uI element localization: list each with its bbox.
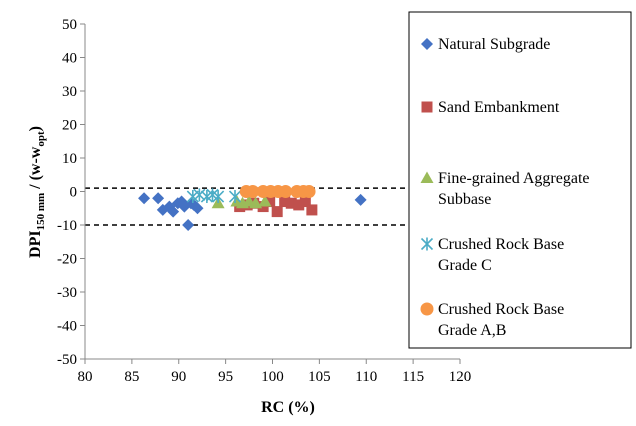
legend-marker	[420, 237, 434, 251]
legend-marker	[421, 101, 433, 113]
data-point	[228, 190, 242, 204]
x-tick-label: 95	[218, 369, 233, 385]
legend-label: Sand Embankment	[438, 99, 560, 116]
y-axis-title: DPI150 mm / (w-wopt)	[27, 126, 47, 258]
x-tick-label: 80	[78, 369, 93, 385]
y-axis-title-suffix-sub: opt	[35, 131, 47, 147]
y-tick-label: 10	[62, 151, 77, 167]
y-tick-label: 40	[62, 51, 77, 67]
legend-label: Grade C	[438, 257, 492, 274]
legend-label: Crushed Rock Base	[438, 301, 564, 318]
y-axis-title-sub: 150 mm	[35, 193, 47, 231]
legend-marker	[420, 302, 434, 316]
x-tick-label: 100	[261, 369, 284, 385]
data-point	[279, 185, 293, 198]
data-point	[285, 197, 297, 209]
y-tick-label: -30	[57, 285, 77, 301]
y-tick-label: 30	[62, 84, 77, 100]
legend: Natural Subgrade Sand Embankment Fine-grai…	[408, 11, 632, 349]
data-point	[271, 206, 283, 218]
data-point	[258, 195, 272, 207]
y-tick-label: 0	[70, 185, 78, 201]
x-tick-label: 85	[124, 369, 139, 385]
axes	[80, 23, 461, 364]
data-point	[354, 193, 367, 206]
y-tick-label: -50	[57, 352, 77, 368]
y-axis-title-suffix: / (w-w	[27, 146, 44, 193]
y-tick-labels: 50 40 30 20 10 0 -10 -20 -30 -40 -50	[57, 17, 77, 368]
x-tick-labels: 80 85 90 95 100 105 110 115 120	[78, 369, 472, 385]
data-point	[302, 185, 316, 198]
series-3	[186, 188, 242, 204]
data-point	[138, 192, 151, 205]
series-0	[138, 192, 367, 231]
y-tick-label: -40	[57, 319, 77, 335]
y-tick-label: -10	[57, 218, 77, 234]
y-tick-label: 20	[62, 118, 77, 134]
legend-label: Natural Subgrade	[438, 36, 550, 53]
legend-label: Grade A,B	[438, 322, 506, 339]
y-axis-title-main: DPI	[27, 230, 44, 258]
data-point	[182, 219, 195, 231]
x-axis-title: RC (%)	[261, 399, 315, 416]
legend-marker	[421, 38, 433, 50]
data-point	[193, 188, 206, 202]
data-point	[152, 192, 165, 205]
data-point	[212, 190, 225, 204]
legend-label: Subbase	[438, 191, 491, 208]
legend-label: Crushed Rock Base	[438, 236, 564, 253]
x-tick-label: 120	[449, 369, 472, 385]
series-4	[239, 185, 316, 198]
data-point	[279, 196, 291, 208]
data-point	[167, 205, 180, 218]
x-tick-label: 105	[308, 369, 331, 385]
data-points	[138, 185, 367, 231]
legend-marker	[420, 171, 434, 183]
y-tick-label: 50	[62, 17, 77, 33]
data-point	[306, 204, 318, 216]
data-point	[264, 196, 276, 208]
data-point	[293, 199, 305, 211]
x-tick-label: 90	[171, 369, 186, 385]
data-point	[246, 185, 260, 198]
data-point	[299, 196, 311, 208]
legend-box	[408, 11, 632, 349]
data-point	[191, 202, 204, 215]
legend-label: Fine-grained Aggregate	[438, 170, 590, 187]
x-tick-label: 110	[355, 369, 377, 385]
data-point	[257, 201, 269, 213]
x-tick-label: 115	[402, 369, 424, 385]
y-tick-label: -20	[57, 252, 77, 268]
y-axis-title-suffix-end: )	[27, 126, 44, 131]
data-point	[249, 196, 263, 209]
series-2	[211, 195, 272, 209]
